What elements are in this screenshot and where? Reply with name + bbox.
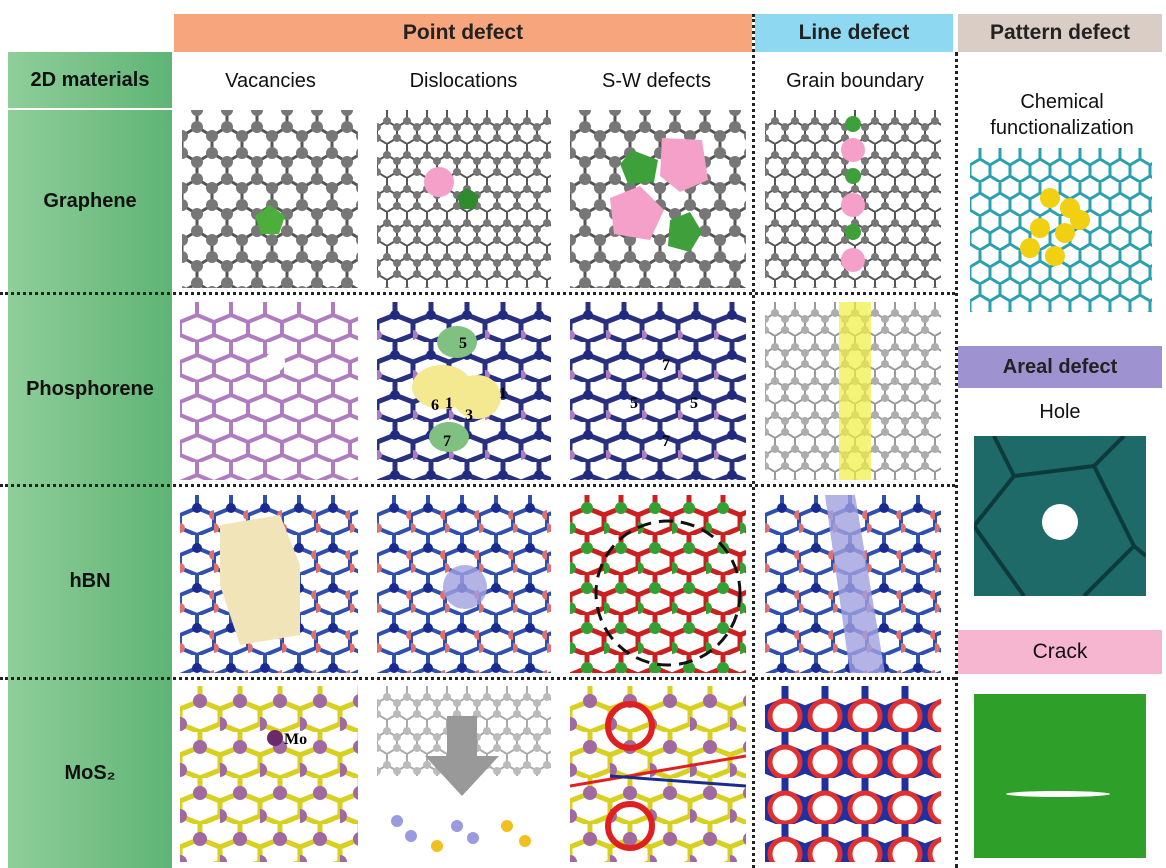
group-header: Point defect bbox=[174, 14, 752, 52]
line bbox=[609, 774, 746, 788]
defect bbox=[220, 515, 300, 645]
lattice bbox=[180, 686, 358, 862]
defect bbox=[660, 138, 708, 192]
hole-image bbox=[974, 436, 1146, 596]
defect bbox=[610, 186, 664, 240]
atom-label: 5 bbox=[690, 395, 698, 412]
defect bbox=[668, 212, 702, 252]
atom-label: 1 bbox=[499, 385, 507, 402]
atom-label: 6 bbox=[431, 397, 439, 414]
column-label: Vacancies bbox=[225, 69, 316, 92]
phosphorene-vacancy-image bbox=[180, 302, 358, 480]
defect bbox=[620, 150, 658, 184]
atom-label: 1 bbox=[445, 395, 453, 412]
graphene-sw-image bbox=[570, 110, 746, 288]
lattice bbox=[180, 302, 358, 480]
line bbox=[570, 754, 746, 788]
row-divider bbox=[0, 677, 955, 680]
crack bbox=[1006, 791, 1110, 797]
phosphorene-sw-image: 7 5 5 7 bbox=[570, 302, 746, 480]
defect bbox=[424, 167, 454, 197]
hole bbox=[1042, 504, 1078, 540]
defect bbox=[255, 205, 285, 234]
pattern-header: Crack bbox=[958, 630, 1162, 674]
row-label: MoS₂ bbox=[64, 761, 116, 784]
graphene-vacancy-image bbox=[182, 110, 358, 288]
mos2-dislocation-image bbox=[377, 686, 551, 852]
defect bbox=[457, 188, 479, 209]
grain-lines bbox=[974, 436, 1146, 596]
pattern-label: Chemical functionalization bbox=[990, 91, 1134, 139]
atom-label: 5 bbox=[459, 335, 467, 352]
material-column bbox=[8, 52, 172, 868]
crack-image bbox=[974, 694, 1146, 858]
hbn-vacancy-image bbox=[180, 495, 358, 673]
mos2-sw-image bbox=[570, 686, 746, 862]
row-label: Graphene bbox=[43, 190, 137, 212]
graphene-grain-image bbox=[765, 110, 941, 288]
boundary bbox=[825, 495, 885, 673]
hbn-sw-image bbox=[570, 495, 746, 673]
hbn-dislocation-image bbox=[377, 495, 551, 673]
vacancy bbox=[265, 352, 285, 372]
defect bbox=[443, 565, 487, 609]
mos2-grain-image bbox=[765, 686, 941, 862]
pattern-header: Areal defect bbox=[958, 346, 1162, 388]
atom-label: 7 bbox=[662, 357, 670, 374]
row-label: hBN bbox=[69, 570, 111, 592]
column-label: 2D materials bbox=[8, 52, 172, 110]
lattice bbox=[182, 110, 358, 288]
atom-label: 3 bbox=[465, 407, 473, 424]
boundary bbox=[839, 302, 871, 480]
hbn-grain-image bbox=[765, 495, 941, 673]
graphene-dislocation-image bbox=[377, 110, 551, 288]
phosphorene-grain-image bbox=[765, 302, 941, 480]
pattern-label: Hole bbox=[1039, 400, 1081, 423]
group-header: Pattern defect bbox=[958, 14, 1162, 52]
atom-label: 5 bbox=[630, 395, 638, 412]
column-label: Grain boundary bbox=[786, 69, 924, 92]
group-header: Line defect bbox=[755, 14, 953, 52]
row-divider bbox=[0, 484, 955, 487]
mos2-vacancy-image: Mo bbox=[180, 686, 358, 862]
arrow bbox=[425, 716, 499, 796]
row-label: Phosphorene bbox=[26, 377, 154, 400]
column-label: S-W defects bbox=[602, 69, 711, 92]
atom-label: 7 bbox=[662, 433, 670, 450]
atom-label: Mo bbox=[284, 731, 307, 748]
atom-label: 7 bbox=[443, 433, 451, 450]
column-label: Dislocations bbox=[409, 69, 518, 92]
lattice bbox=[570, 110, 746, 288]
chemical-image bbox=[970, 148, 1152, 312]
lattice bbox=[765, 686, 941, 862]
lattice bbox=[570, 495, 746, 673]
column-divider bbox=[955, 52, 958, 868]
column-divider bbox=[752, 14, 755, 868]
row-divider bbox=[0, 292, 955, 295]
background bbox=[974, 694, 1146, 858]
atom bbox=[267, 730, 283, 746]
outline bbox=[594, 519, 742, 667]
lattice bbox=[570, 686, 746, 862]
lattice bbox=[570, 302, 746, 480]
